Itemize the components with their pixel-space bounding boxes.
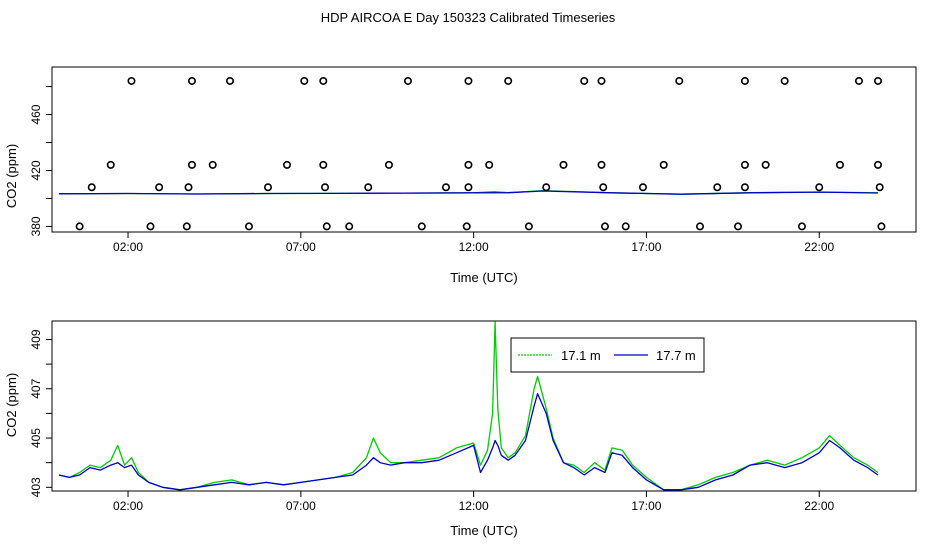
x-axis-label: Time (UTC) [450, 270, 517, 285]
calibration-point [300, 76, 309, 85]
x-axis-label: Time (UTC) [450, 523, 517, 538]
y-axis-label: CO2 (ppm) [4, 373, 19, 437]
calibration-point [740, 76, 749, 85]
calibration-point [464, 160, 473, 169]
axes: 02:00 07:00 12:00 17:00 22:00 380 420 460 [29, 86, 835, 254]
calibration-point [187, 160, 196, 169]
calibration-point [504, 76, 513, 85]
calibration-point [384, 160, 393, 169]
calibration-point [319, 76, 328, 85]
x-tick-label: 17:00 [631, 240, 661, 254]
calibration-point [441, 183, 450, 192]
x-tick-label: 02:00 [113, 240, 143, 254]
calibration-point [184, 183, 193, 192]
calibration-point [740, 160, 749, 169]
x-tick-label: 12:00 [459, 499, 489, 513]
calibration-point [263, 183, 272, 192]
calibration-point [464, 76, 473, 85]
calibration-point [155, 183, 164, 192]
calibration-point [877, 222, 886, 231]
calibration-point [835, 160, 844, 169]
calibration-point [322, 222, 331, 231]
timeseries-panel: 02:00 07:00 12:00 17:00 22:00 403 405 407 409 Ti… [4, 320, 917, 538]
plot-frame [51, 320, 917, 492]
plot-marks [58, 76, 886, 231]
x-tick-label: 07:00 [286, 499, 316, 513]
x-tick-label: 07:00 [286, 240, 316, 254]
y-tick-label: 460 [29, 104, 43, 124]
calibration-point [127, 76, 136, 85]
x-tick-label: 22:00 [804, 240, 834, 254]
y-tick-label: 403 [29, 477, 43, 497]
calibration-point [875, 183, 884, 192]
calibration-point [208, 160, 217, 169]
calibration-point [485, 160, 494, 169]
calibration-point [638, 183, 647, 192]
calibration-point [187, 76, 196, 85]
calibration-point [464, 183, 473, 192]
calibration-point [559, 160, 568, 169]
x-tick-label: 12:00 [459, 240, 489, 254]
calibration-point [462, 222, 471, 231]
calibration-point [283, 160, 292, 169]
calibration-point [403, 76, 412, 85]
y-tick-label: 380 [29, 216, 43, 236]
plot-frame [51, 66, 917, 233]
x-tick-label: 22:00 [804, 499, 834, 513]
calibration-point [675, 76, 684, 85]
calibration-point [761, 160, 770, 169]
calibration-point [597, 76, 606, 85]
calibration-point [364, 183, 373, 192]
x-tick-label: 02:00 [113, 499, 143, 513]
calibration-point [225, 76, 234, 85]
calibration-point [713, 183, 722, 192]
calibration-point [524, 222, 533, 231]
y-tick-label: 405 [29, 428, 43, 448]
x-tick-label: 17:00 [631, 499, 661, 513]
y-axis-label: CO2 (ppm) [4, 144, 19, 208]
calibration-point [321, 183, 330, 192]
plot-marks [58, 321, 879, 491]
calibration-point [734, 222, 743, 231]
calibration-point [417, 222, 426, 231]
calibration-point [542, 183, 551, 192]
calibration-point [740, 183, 749, 192]
calibration-point [75, 222, 84, 231]
calibration-point [87, 183, 96, 192]
y-tick-label: 407 [29, 378, 43, 398]
calibration-point [695, 222, 704, 231]
series-line-1 [58, 190, 879, 195]
legend: 17.1 m 17.7 m [510, 337, 705, 373]
legend-label-17-1m: 17.1 m [561, 348, 601, 363]
legend-label-17-7m: 17.7 m [656, 348, 696, 363]
y-tick-label: 420 [29, 160, 43, 180]
calibration-point [797, 222, 806, 231]
axes: 02:00 07:00 12:00 17:00 22:00 403 405 407 409 [29, 329, 835, 513]
calibration-point [854, 76, 863, 85]
calibration-point [780, 76, 789, 85]
calibration-panel: 02:00 07:00 12:00 17:00 22:00 380 420 460 Time … [4, 66, 917, 285]
calibration-point [873, 160, 882, 169]
calibration-point [319, 160, 328, 169]
calibration-point [182, 222, 191, 231]
calibration-point [345, 222, 354, 231]
calibration-point [873, 76, 882, 85]
calibration-point [146, 222, 155, 231]
calibration-point [599, 183, 608, 192]
calibration-point [580, 76, 589, 85]
calibration-point [600, 222, 609, 231]
calibration-point [244, 222, 253, 231]
calibration-point [106, 160, 115, 169]
calibration-point [815, 183, 824, 192]
y-tick-label: 409 [29, 329, 43, 349]
chart-title: HDP AIRCOA E Day 150323 Calibrated Times… [321, 10, 616, 25]
calibration-point [659, 160, 668, 169]
calibration-point [621, 222, 630, 231]
series-line-1 [58, 393, 879, 491]
calibration-point [597, 160, 606, 169]
